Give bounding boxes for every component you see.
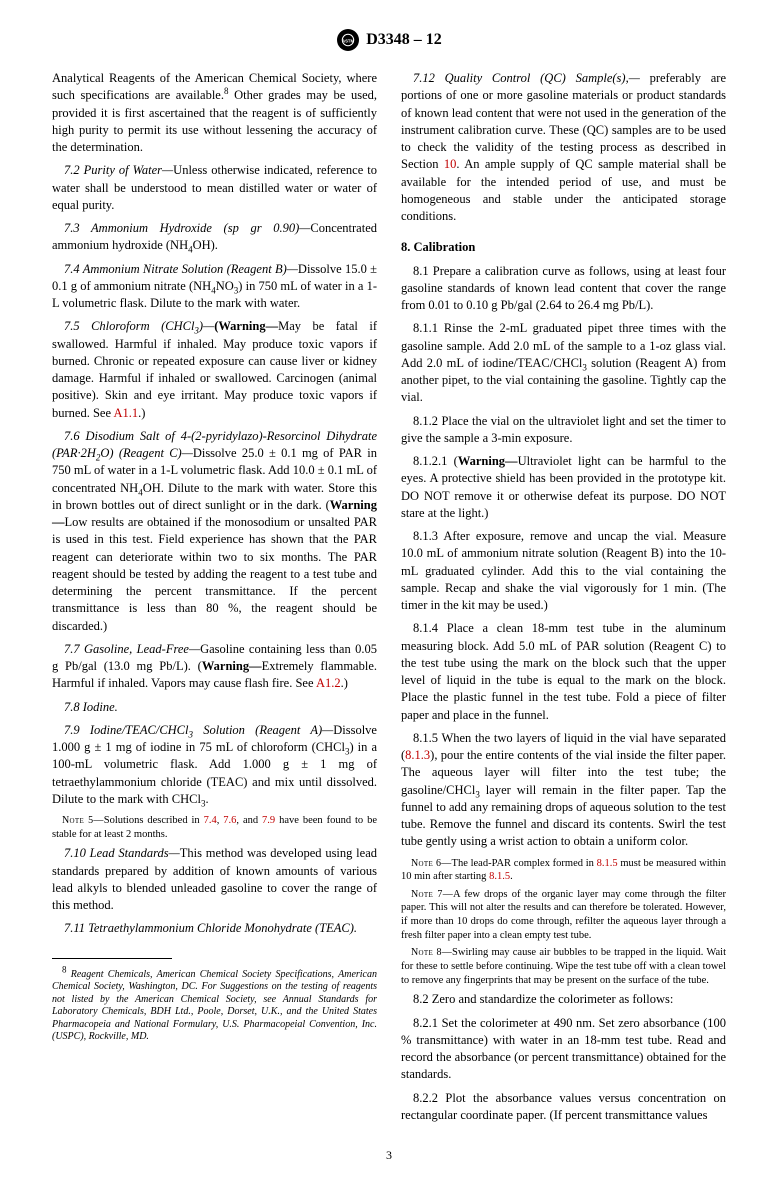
para-7-7: 7.7 Gasoline, Lead-Free—Gasoline contain… — [52, 641, 377, 693]
para-8-1-4: 8.1.4 Place a clean 18-mm test tube in t… — [401, 620, 726, 724]
para-7-10: 7.10 Lead Standards—This method was deve… — [52, 845, 377, 914]
footnote-separator — [52, 958, 172, 959]
page: ASTM D3348 – 12 Analytical Reagents of t… — [0, 0, 778, 1193]
section-8-title: 8. Calibration — [401, 239, 726, 256]
svg-text:ASTM: ASTM — [342, 39, 354, 44]
para-7-4: 7.4 Ammonium Nitrate Solution (Reagent B… — [52, 261, 377, 313]
note-5: Note 5—Solutions described in 7.4, 7.6, … — [52, 814, 377, 841]
link-7-4[interactable]: 7.4 — [204, 815, 217, 826]
link-a1-1[interactable]: A1.1 — [113, 406, 138, 420]
para-7-2: 7.2 Purity of Water—Unless otherwise ind… — [52, 162, 377, 214]
doc-header: ASTM D3348 – 12 — [52, 28, 726, 52]
para-8-1-5: 8.1.5 When the two layers of liquid in t… — [401, 730, 726, 851]
page-number: 3 — [52, 1148, 726, 1163]
para-8-1-3: 8.1.3 After exposure, remove and uncap t… — [401, 528, 726, 614]
para-8-1-2-1: 8.1.2.1 (Warning—Ultraviolet light can b… — [401, 453, 726, 522]
note-8: Note 8—Swirling may cause air bubbles to… — [401, 946, 726, 987]
doc-id: D3348 – 12 — [366, 31, 442, 49]
para-8-2: 8.2 Zero and standardize the colorimeter… — [401, 991, 726, 1008]
link-a1-2[interactable]: A1.2 — [316, 676, 341, 690]
link-8-1-5a[interactable]: 8.1.5 — [597, 858, 618, 869]
body-columns: Analytical Reagents of the American Chem… — [52, 70, 726, 1130]
note-7: Note 7—A few drops of the organic layer … — [401, 888, 726, 943]
para-8-2-1: 8.2.1 Set the colorimeter at 490 nm. Set… — [401, 1015, 726, 1084]
para-7-3: 7.3 Ammonium Hydroxide (sp gr 0.90)—Conc… — [52, 220, 377, 255]
para-8-1-2: 8.1.2 Place the vial on the ultraviolet … — [401, 413, 726, 448]
astm-logo-icon: ASTM — [336, 28, 360, 52]
note-6: Note 6—The lead-PAR complex formed in 8.… — [401, 857, 726, 884]
para-7-5: 7.5 Chloroform (CHCl3)—(Warning—May be f… — [52, 318, 377, 422]
link-sec-10[interactable]: 10 — [444, 157, 457, 171]
link-7-6[interactable]: 7.6 — [223, 815, 236, 826]
para-7-intro: Analytical Reagents of the American Chem… — [52, 70, 377, 156]
footnote-block: 8 Reagent Chemicals, American Chemical S… — [52, 958, 377, 1044]
para-8-1: 8.1 Prepare a calibration curve as follo… — [401, 263, 726, 315]
para-7-12: 7.12 Quality Control (QC) Sample(s),— pr… — [401, 70, 726, 225]
para-7-9: 7.9 Iodine/TEAC/CHCl3 Solution (Reagent … — [52, 722, 377, 808]
link-8-1-3[interactable]: 8.1.3 — [405, 748, 430, 762]
para-8-2-2: 8.2.2 Plot the absorbance values versus … — [401, 1090, 726, 1125]
para-8-1-1: 8.1.1 Rinse the 2-mL graduated pipet thr… — [401, 320, 726, 406]
footnote-8: 8 Reagent Chemicals, American Chemical S… — [52, 969, 377, 1044]
para-7-6: 7.6 Disodium Salt of 4-(2-pyridylazo)-Re… — [52, 428, 377, 635]
para-7-8: 7.8 Iodine. — [52, 699, 377, 716]
para-7-11: 7.11 Tetraethylammonium Chloride Monohyd… — [52, 920, 377, 937]
link-7-9[interactable]: 7.9 — [262, 815, 275, 826]
link-8-1-5b[interactable]: 8.1.5 — [489, 871, 510, 882]
